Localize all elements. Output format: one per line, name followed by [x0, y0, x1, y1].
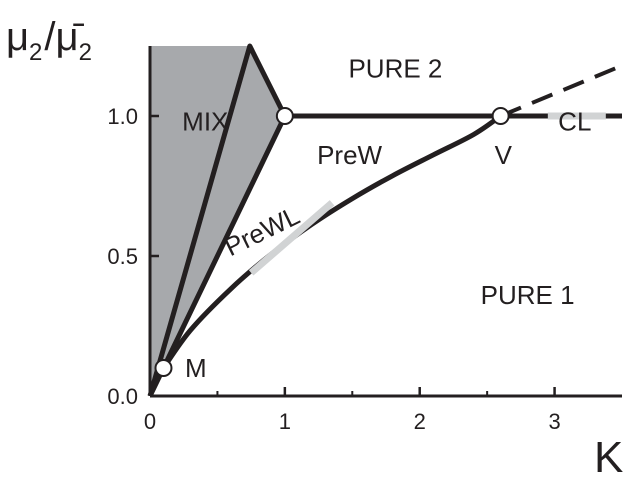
y-axis-label: μ2/μ̄2 [6, 15, 92, 66]
y-axis-label-main: μ [6, 15, 29, 59]
y-tick-label: 0.5 [107, 244, 138, 269]
series-line-5 [161, 113, 503, 370]
point-marker-m [154, 359, 173, 377]
y-axis-label-sub: 2 [29, 39, 42, 66]
annotation-prew: PreW [317, 140, 382, 170]
y-axis-label-denom-sub: 2 [79, 39, 92, 66]
point-layer [154, 107, 510, 377]
annotation-cl: CL [558, 107, 591, 137]
annotation-v: V [495, 140, 513, 170]
x-tick-label: 0 [144, 409, 156, 434]
axes: 0 1 2 3 0.0 0.5 1.0 [107, 46, 622, 434]
region-layer [150, 46, 285, 396]
y-tick-label: 0.0 [107, 384, 138, 409]
highlight-layer [248, 112, 606, 276]
y-axis-label-sep: / [44, 15, 56, 59]
point-marker-v [491, 107, 510, 125]
annotation-mix: MIX [182, 107, 228, 137]
annotation-pure-2: PURE 2 [348, 53, 442, 83]
annotation-pure-1: PURE 1 [481, 280, 575, 310]
x-tick-label: 2 [414, 409, 426, 434]
x-tick-label: 3 [548, 409, 560, 434]
axis-names: K μ2/μ̄2 [6, 15, 623, 480]
highlight-segment-1 [248, 200, 335, 276]
series-line-1 [147, 43, 288, 397]
annotation-m: M [185, 353, 207, 383]
x-tick-label: 1 [279, 409, 291, 434]
point-marker-pre-wetting [275, 107, 294, 125]
y-tick-label: 1.0 [107, 104, 138, 129]
mix-region [150, 46, 285, 396]
series-line-4 [499, 63, 623, 118]
x-axis-label: K [594, 433, 623, 480]
